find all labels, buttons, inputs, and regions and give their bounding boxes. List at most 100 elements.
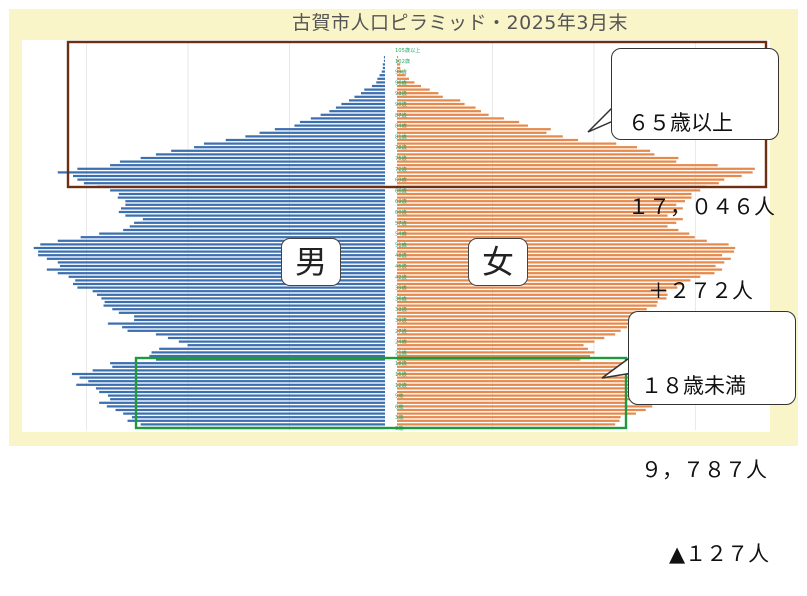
female-bar-age-53 (397, 236, 695, 239)
elderly-callout-line3: ＋２７２人 (648, 279, 753, 303)
female-bar-age-12 (397, 383, 648, 386)
age-tick-label: 3歳 (395, 413, 404, 421)
female-bar-age-6 (397, 405, 653, 408)
female-bar-age-62 (397, 203, 677, 206)
male-bar-age-2 (127, 419, 385, 422)
male-bar-age-27 (127, 329, 385, 332)
male-bar-age-98 (379, 74, 385, 77)
female-bar-age-5 (397, 408, 646, 412)
female-bar-age-75 (397, 156, 679, 160)
male-bar-age-16 (92, 369, 386, 372)
age-tick-label: 81歳 (395, 132, 407, 140)
male-bar-age-59 (125, 214, 385, 217)
age-labels: 0歳3歳6歳9歳12歳15歳18歳21歳24歳27歳30歳33歳36歳39歳42… (395, 46, 420, 432)
female-bar-age-8 (397, 398, 632, 401)
female-bar-age-83 (397, 128, 551, 131)
female-bar-age-19 (397, 358, 581, 361)
female-bar-age-24 (397, 340, 595, 343)
female-bar-age-27 (397, 329, 621, 332)
female-bar-age-55 (397, 228, 679, 232)
male-bar-age-65 (118, 192, 386, 196)
age-tick-label: 42歳 (395, 273, 407, 281)
male-bar-age-22 (159, 347, 385, 350)
female-bar-age-89 (397, 106, 476, 109)
female-bar-age-63 (397, 200, 685, 203)
female-bar-age-48 (397, 254, 723, 257)
male-bar-age-36 (101, 297, 385, 300)
male-bar-age-49 (38, 250, 385, 253)
male-bar-age-100 (382, 66, 385, 70)
age-tick-label: 18歳 (395, 359, 407, 367)
female-bar-age-88 (397, 110, 481, 113)
male-bar-age-84 (294, 124, 385, 127)
female-bar-age-11 (397, 387, 651, 390)
male-bar-age-15 (71, 372, 385, 376)
female-bar-age-21 (397, 351, 595, 354)
female-bar-age-61 (397, 207, 683, 210)
male-bar-age-96 (376, 81, 385, 84)
male-bar-age-51 (40, 243, 385, 246)
female-bar-age-46 (397, 261, 725, 264)
age-tick-label: 102歳 (395, 57, 410, 65)
female-bar-age-71 (397, 171, 753, 174)
male-bar-age-94 (364, 88, 385, 91)
female-bar-age-40 (397, 282, 683, 286)
male-bar-age-66 (110, 189, 385, 192)
age-tick-label: 84歳 (395, 122, 407, 130)
female-bar-age-57 (397, 221, 677, 224)
male-bar-age-78 (194, 146, 385, 149)
female-bar-age-84 (397, 124, 528, 127)
male-bar-age-52 (57, 239, 386, 242)
male-bar-age-90 (341, 102, 385, 106)
male-bar-age-5 (115, 408, 385, 412)
female-bar-age-13 (397, 380, 654, 383)
female-bar-age-80 (397, 138, 579, 142)
female-bar-age-38 (397, 290, 667, 293)
female-bar-age-91 (397, 99, 461, 102)
age-tick-label: 72歳 (395, 165, 407, 173)
male-bar-age-76 (155, 153, 385, 156)
female-bar-age-79 (397, 142, 617, 145)
female-bar-age-7 (397, 401, 628, 404)
male-bar-age-39 (77, 286, 385, 289)
age-tick-label: 51歳 (395, 240, 407, 248)
male-bar-age-77 (171, 149, 385, 152)
female-bar-age-32 (397, 311, 656, 314)
age-tick-label: 48歳 (395, 251, 407, 259)
female-bar-age-85 (397, 120, 520, 124)
male-bar-age-69 (77, 178, 385, 181)
male-bar-age-95 (371, 84, 385, 88)
female-bar-age-20 (397, 354, 591, 358)
elderly-callout-line1: ６５歳以上 (628, 111, 733, 135)
male-bar-age-70 (73, 174, 385, 178)
age-tick-label: 105歳以上 (395, 46, 420, 54)
female-bar-age-51 (397, 243, 729, 246)
male-bar-age-97 (377, 77, 385, 80)
age-tick-label: 63歳 (395, 197, 407, 205)
youth-callout-line3: ▲１２７人 (669, 542, 770, 566)
age-tick-label: 15歳 (395, 370, 407, 378)
female-bar-age-77 (397, 149, 651, 152)
female-bar-age-34 (397, 304, 657, 307)
female-bar-age-60 (397, 210, 678, 214)
male-bar-age-19 (155, 358, 385, 361)
female-bar-age-102 (397, 59, 400, 62)
male-bar-age-8 (110, 398, 385, 401)
male-bar-age-85 (299, 120, 385, 124)
male-bar-age-62 (125, 203, 385, 206)
male-bar-age-102 (383, 59, 385, 62)
female-bar-age-2 (397, 419, 620, 422)
female-bar-age-98 (397, 74, 406, 77)
youth-callout-line2: ９，７８７人 (641, 458, 767, 482)
age-tick-label: 27歳 (395, 327, 407, 335)
male-bar-age-55 (123, 228, 385, 232)
male-bar-age-89 (335, 106, 385, 109)
male-bar-age-33 (112, 308, 385, 311)
female-bar-age-39 (397, 286, 678, 289)
male-bar-age-53 (80, 236, 386, 239)
male-bar-age-45 (59, 264, 386, 268)
male-bar-age-79 (203, 142, 385, 145)
male-bar-age-56 (129, 225, 385, 228)
female-bar-age-73 (397, 164, 718, 167)
female-bar-age-47 (397, 257, 731, 260)
